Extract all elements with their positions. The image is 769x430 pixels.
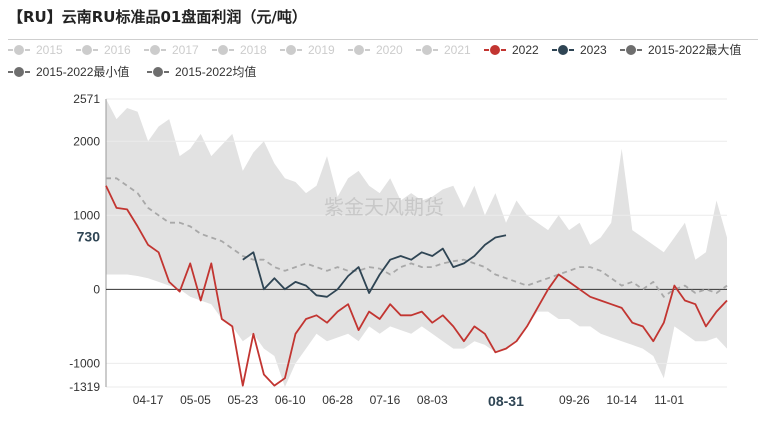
- legend-marker-icon: [81, 44, 93, 56]
- x-tick-label: 09-26: [559, 393, 590, 407]
- legend-item[interactable]: 2019: [280, 43, 335, 57]
- legend-marker-icon: [353, 44, 365, 56]
- plot-area: 紫金天风期货 2571 2000 1000 0 -1000 -1319 04-17 05-05 0…: [66, 92, 728, 410]
- legend-marker-icon: [217, 44, 229, 56]
- y-tick-label: -1319: [69, 380, 100, 394]
- legend-label: 2023: [580, 43, 607, 57]
- legend-item[interactable]: 2015: [8, 43, 63, 57]
- legend-item[interactable]: 2015-2022最大值: [620, 42, 741, 57]
- max-min-band: [106, 99, 727, 387]
- legend-label: 2016: [104, 43, 131, 57]
- legend-item[interactable]: 2016: [76, 43, 131, 57]
- x-tick-label: 10-14: [606, 393, 637, 407]
- legend-item[interactable]: 2020: [348, 43, 403, 57]
- legend-item[interactable]: 2015-2022最小值: [8, 64, 129, 79]
- legend-label: 2021: [444, 43, 471, 57]
- legend-label: 2015: [36, 43, 63, 57]
- legend-marker-icon: [421, 44, 433, 56]
- y-tick-label: 2571: [73, 92, 100, 106]
- x-pointer-label: 08-31: [488, 393, 524, 409]
- series-avg-line: [106, 177, 728, 298]
- x-tick-label: 11-01: [654, 393, 684, 407]
- x-tick-label: 06-10: [275, 393, 306, 407]
- legend-label: 2022: [512, 43, 539, 57]
- watermark: 紫金天风期货: [324, 196, 444, 219]
- legend-item[interactable]: 2017: [144, 43, 199, 57]
- legend-marker-icon: [152, 66, 164, 78]
- legend-marker-icon: [285, 44, 297, 56]
- legend-label: 2015-2022最小值: [36, 64, 129, 79]
- y-pointer-bg: [66, 225, 104, 246]
- legend-marker-icon: [625, 44, 637, 56]
- x-pointer-bg: [475, 390, 536, 410]
- x-tick-label: 05-23: [227, 393, 258, 407]
- y-tick-label: 0: [93, 282, 100, 296]
- x-tick-label: 04-17: [133, 393, 164, 407]
- legend-item[interactable]: 2015-2022均值: [147, 64, 256, 79]
- series-2023-line: [242, 234, 507, 298]
- legend-label: 2015-2022最大值: [648, 42, 741, 57]
- legend-label: 2017: [172, 43, 199, 57]
- x-tick-label: 05-05: [180, 393, 211, 407]
- y-pointer-label: 730: [77, 228, 101, 244]
- x-tick-label: 06-28: [322, 393, 353, 407]
- legend-marker-icon: [557, 44, 569, 56]
- legend-label: 2015-2022均值: [175, 64, 256, 79]
- legend-label: 2018: [240, 43, 267, 57]
- x-tick-label: 07-16: [370, 393, 401, 407]
- legend-item[interactable]: 2022: [484, 43, 539, 57]
- legend-label: 2020: [376, 43, 403, 57]
- x-tick-label: 08-03: [417, 393, 448, 407]
- series-2022-line: [105, 185, 728, 387]
- y-tick-label: -1000: [69, 356, 100, 370]
- legend-marker-icon: [13, 44, 25, 56]
- legend: 2015 2016 2017 2018 2019 2020 2021 2022 2023 2015…: [8, 42, 741, 79]
- legend-item[interactable]: 2021: [416, 43, 471, 57]
- legend-item[interactable]: 2023: [552, 43, 607, 57]
- legend-marker-icon: [489, 44, 501, 56]
- legend-item[interactable]: 2018: [212, 43, 267, 57]
- legend-marker-icon: [13, 66, 25, 78]
- title-divider: [8, 39, 758, 40]
- y-tick-label: 1000: [73, 208, 100, 222]
- legend-label: 2019: [308, 43, 335, 57]
- chart-title: 【RU】云南RU标准品01盘面利润（元/吨）: [8, 8, 307, 26]
- y-tick-label: 2000: [73, 134, 100, 148]
- legend-marker-icon: [149, 44, 161, 56]
